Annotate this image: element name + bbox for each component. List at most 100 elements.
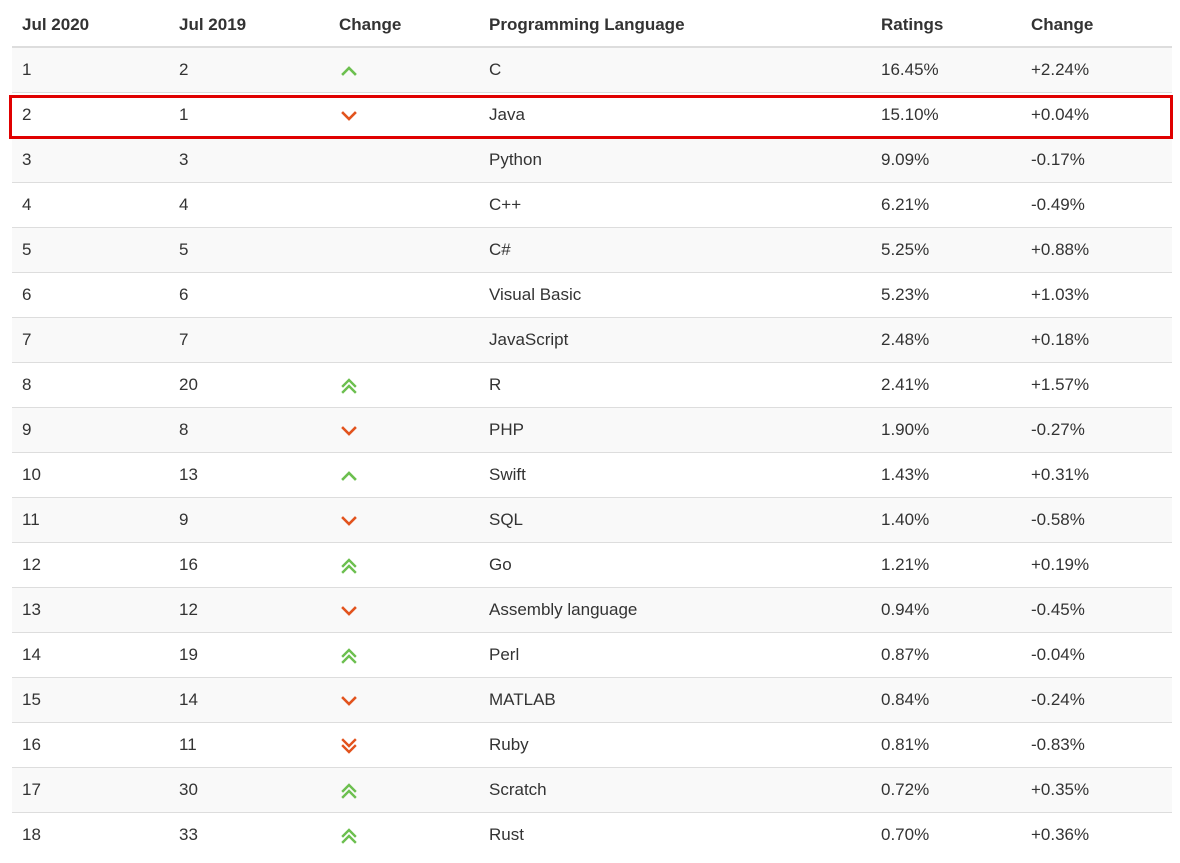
rating-change-cell: +0.88%: [1021, 227, 1172, 273]
rating-cell: 0.84%: [871, 677, 1021, 723]
rank-2020-cell: 10: [12, 452, 169, 498]
table-row: 5 5 C# 5.25% +0.88%: [12, 227, 1172, 273]
rank-change-cell: [329, 812, 479, 857]
rank-change-cell: [329, 587, 479, 633]
rating-cell: 1.21%: [871, 542, 1021, 588]
header-rank-change: Change: [329, 3, 479, 48]
rank-2019-cell: 5: [169, 227, 329, 273]
rating-change-cell: +0.31%: [1021, 452, 1172, 498]
double-chevron-down-icon: [340, 737, 358, 755]
rank-2020-cell: 8: [12, 362, 169, 408]
rank-change-cell: [329, 677, 479, 723]
rating-cell: 15.10%: [871, 92, 1021, 138]
rank-2020-cell: 7: [12, 317, 169, 363]
rank-2019-cell: 6: [169, 272, 329, 318]
rank-2020-cell: 4: [12, 182, 169, 228]
table-row: 16 11 Ruby 0.81% -0.83%: [12, 722, 1172, 768]
rank-2020-cell: 3: [12, 137, 169, 183]
table-row: 17 30 Scratch 0.72% +0.35%: [12, 767, 1172, 813]
rating-change-cell: -0.24%: [1021, 677, 1172, 723]
rank-change-cell: [329, 722, 479, 768]
rank-2019-cell: 4: [169, 182, 329, 228]
rank-change-cell: [329, 92, 479, 138]
language-cell: Go: [479, 542, 871, 588]
double-chevron-up-icon: [340, 647, 358, 665]
rating-cell: 0.70%: [871, 812, 1021, 857]
rank-2020-cell: 16: [12, 722, 169, 768]
rating-cell: 0.94%: [871, 587, 1021, 633]
rating-change-cell: +0.36%: [1021, 812, 1172, 857]
header-row: Jul 2020 Jul 2019 Change Programming Lan…: [12, 3, 1172, 48]
table-row: 4 4 C++ 6.21% -0.49%: [12, 182, 1172, 228]
rank-2019-cell: 2: [169, 46, 329, 93]
rank-2020-cell: 5: [12, 227, 169, 273]
chevron-down-icon: [340, 107, 358, 125]
chevron-down-icon: [340, 422, 358, 440]
rating-cell: 0.72%: [871, 767, 1021, 813]
table-row: 7 7 JavaScript 2.48% +0.18%: [12, 317, 1172, 363]
double-chevron-up-icon: [340, 377, 358, 395]
table-body: 1 2 C 16.45% +2.24% 2 1 Java 15.10% +0.04% 3 3 Pytho…: [12, 46, 1172, 857]
rank-change-cell: [329, 46, 479, 93]
language-cell: MATLAB: [479, 677, 871, 723]
rank-2019-cell: 8: [169, 407, 329, 453]
rank-2020-cell: 11: [12, 497, 169, 543]
rank-change-cell: [329, 497, 479, 543]
rating-change-cell: +1.03%: [1021, 272, 1172, 318]
header-jul-2020: Jul 2020: [12, 3, 169, 48]
rating-cell: 0.87%: [871, 632, 1021, 678]
rank-2019-cell: 13: [169, 452, 329, 498]
language-cell: C++: [479, 182, 871, 228]
rating-change-cell: +0.35%: [1021, 767, 1172, 813]
rating-cell: 1.40%: [871, 497, 1021, 543]
header-programming-language: Programming Language: [479, 3, 871, 48]
rank-2020-cell: 2: [12, 92, 169, 138]
language-cell: PHP: [479, 407, 871, 453]
header-rating-change: Change: [1021, 3, 1172, 48]
rank-change-cell: [329, 542, 479, 588]
rating-cell: 5.23%: [871, 272, 1021, 318]
rating-cell: 1.90%: [871, 407, 1021, 453]
rank-2020-cell: 12: [12, 542, 169, 588]
language-cell: Python: [479, 137, 871, 183]
rank-change-cell: [329, 632, 479, 678]
rank-change-cell: [329, 182, 479, 228]
language-cell: JavaScript: [479, 317, 871, 363]
rank-2019-cell: 14: [169, 677, 329, 723]
rank-change-cell: [329, 362, 479, 408]
header-jul-2019: Jul 2019: [169, 3, 329, 48]
rank-2019-cell: 19: [169, 632, 329, 678]
language-cell: Rust: [479, 812, 871, 857]
double-chevron-up-icon: [340, 827, 358, 845]
table-row: 12 16 Go 1.21% +0.19%: [12, 542, 1172, 588]
rating-cell: 0.81%: [871, 722, 1021, 768]
rating-cell: 5.25%: [871, 227, 1021, 273]
table-row: 13 12 Assembly language 0.94% -0.45%: [12, 587, 1172, 633]
rating-change-cell: +1.57%: [1021, 362, 1172, 408]
language-cell: Java: [479, 92, 871, 138]
table-row: 15 14 MATLAB 0.84% -0.24%: [12, 677, 1172, 723]
rank-change-cell: [329, 137, 479, 183]
rank-2020-cell: 18: [12, 812, 169, 857]
language-cell: R: [479, 362, 871, 408]
chevron-up-icon: [340, 62, 358, 80]
language-ranking-table: Jul 2020 Jul 2019 Change Programming Lan…: [12, 3, 1172, 857]
language-cell: Assembly language: [479, 587, 871, 633]
rank-2019-cell: 7: [169, 317, 329, 363]
rank-change-cell: [329, 767, 479, 813]
rank-2020-cell: 17: [12, 767, 169, 813]
rank-2019-cell: 30: [169, 767, 329, 813]
rank-change-cell: [329, 407, 479, 453]
rating-cell: 2.48%: [871, 317, 1021, 363]
table-row: 8 20 R 2.41% +1.57%: [12, 362, 1172, 408]
rating-cell: 9.09%: [871, 137, 1021, 183]
rank-change-cell: [329, 452, 479, 498]
rating-change-cell: +0.04%: [1021, 92, 1172, 138]
chevron-down-icon: [340, 602, 358, 620]
language-cell: SQL: [479, 497, 871, 543]
rating-change-cell: +2.24%: [1021, 46, 1172, 93]
rating-change-cell: +0.18%: [1021, 317, 1172, 363]
rank-2019-cell: 16: [169, 542, 329, 588]
rating-cell: 6.21%: [871, 182, 1021, 228]
rating-cell: 16.45%: [871, 46, 1021, 93]
